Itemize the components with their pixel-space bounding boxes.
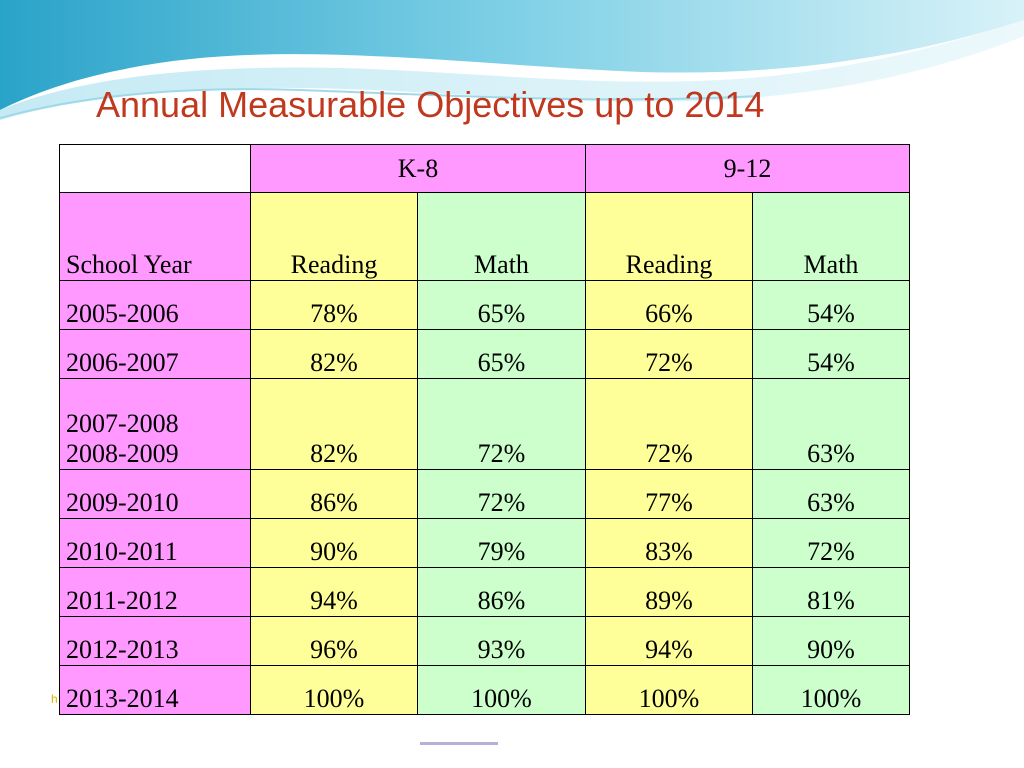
hs-reading-cell: 72% (585, 378, 753, 470)
k8-math-cell: 86% (417, 567, 586, 617)
hs-reading-cell: 83% (585, 518, 753, 568)
school-year-cell: 2007-2008 2008-2009 (59, 378, 251, 470)
k8-reading-cell: 78% (250, 280, 418, 330)
table-row: 2007-2008 2008-2009 82% 72% 72% 63% (59, 378, 910, 470)
school-year-line: 2007-2008 (66, 409, 179, 439)
k8-reading-cell: 82% (250, 329, 418, 379)
school-year-cell: 2009-2010 (59, 469, 251, 519)
k8-math-header: Math (417, 192, 586, 281)
school-year-cell: 2012-2013 (59, 616, 251, 666)
k8-reading-cell: 94% (250, 567, 418, 617)
hs-math-header: Math (752, 192, 910, 281)
k8-math-cell: 79% (417, 518, 586, 568)
table-row: 2010-2011 90% 79% 83% 72% (59, 518, 910, 568)
empty-corner-cell (59, 144, 251, 193)
k8-math-cell: 65% (417, 329, 586, 379)
hs-math-cell: 63% (752, 378, 910, 470)
k8-reading-cell: 82% (250, 378, 418, 470)
hs-reading-cell: 77% (585, 469, 753, 519)
table-row: 2013-2014 100% 100% 100% 100% (59, 665, 910, 715)
k8-reading-cell: 90% (250, 518, 418, 568)
k8-math-cell: 72% (417, 378, 586, 470)
hs-reading-cell: 72% (585, 329, 753, 379)
table-row: 2012-2013 96% 93% 94% 90% (59, 616, 910, 666)
school-year-cell: 2011-2012 (59, 567, 251, 617)
slide-title: Annual Measurable Objectives up to 2014 (96, 84, 765, 125)
school-year-cell: 2010-2011 (59, 518, 251, 568)
hs-math-cell: 90% (752, 616, 910, 666)
school-year-header: School Year (59, 192, 251, 281)
hs-reading-cell: 66% (585, 280, 753, 330)
hs-math-cell: 54% (752, 280, 910, 330)
k8-reading-cell: 96% (250, 616, 418, 666)
school-year-cell: 2013-2014 (59, 665, 251, 715)
k8-reading-cell: 100% (250, 665, 418, 715)
table-row: 2006-2007 82% 65% 72% 54% (59, 329, 910, 379)
hs-reading-cell: 94% (585, 616, 753, 666)
hs-math-cell: 72% (752, 518, 910, 568)
group-header-row: K-8 9-12 (59, 144, 910, 193)
footnote-mark: h (51, 692, 58, 706)
group-header-k8: K-8 (250, 144, 586, 193)
hs-math-cell: 100% (752, 665, 910, 715)
k8-math-cell: 72% (417, 469, 586, 519)
table-row: 2005-2006 78% 65% 66% 54% (59, 280, 910, 330)
hs-math-cell: 63% (752, 469, 910, 519)
hs-reading-cell: 89% (585, 567, 753, 617)
table-row: 2009-2010 86% 72% 77% 63% (59, 469, 910, 519)
group-header-9-12: 9-12 (585, 144, 910, 193)
hs-math-cell: 81% (752, 567, 910, 617)
hs-reading-header: Reading (585, 192, 753, 281)
k8-reading-header: Reading (250, 192, 418, 281)
hs-math-cell: 54% (752, 329, 910, 379)
subheader-row: School Year Reading Math Reading Math (59, 192, 910, 281)
header-wave-decoration (0, 0, 1024, 120)
k8-math-cell: 93% (417, 616, 586, 666)
hs-reading-cell: 100% (585, 665, 753, 715)
objectives-table: K-8 9-12 School Year Reading Math Readin… (59, 144, 910, 715)
school-year-line: 2008-2009 (66, 439, 179, 469)
k8-reading-cell: 86% (250, 469, 418, 519)
table-row: 2011-2012 94% 86% 89% 81% (59, 567, 910, 617)
school-year-cell: 2005-2006 (59, 280, 251, 330)
k8-math-cell: 100% (417, 665, 586, 715)
k8-math-cell: 65% (417, 280, 586, 330)
footer-underline (420, 742, 498, 745)
school-year-cell: 2006-2007 (59, 329, 251, 379)
